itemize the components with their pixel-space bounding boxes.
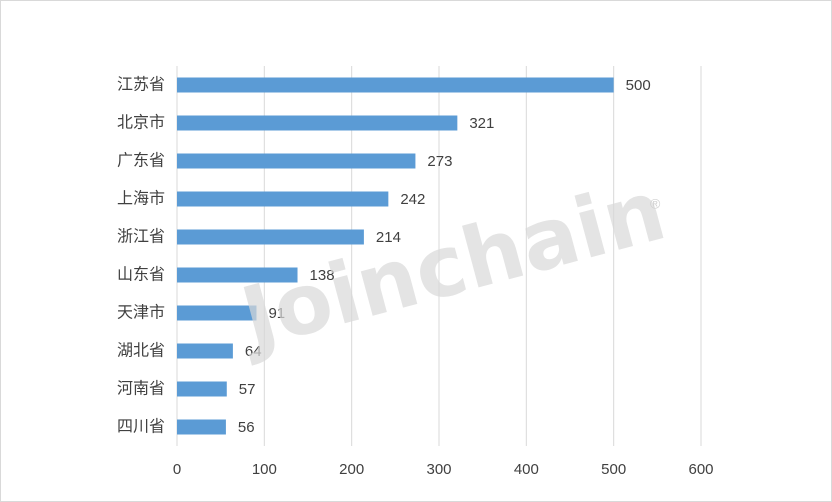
bar: [177, 229, 364, 245]
bar: [177, 191, 389, 207]
value-label: 64: [245, 343, 262, 360]
x-tick-label: 400: [514, 461, 539, 478]
x-tick-label: 300: [426, 461, 451, 478]
y-tick-label: 河南省: [117, 379, 165, 398]
bar: [177, 115, 458, 131]
y-tick-label: 广东省: [117, 151, 165, 170]
y-tick-label: 山东省: [117, 265, 165, 284]
x-tick-label: 200: [339, 461, 364, 478]
bar: [177, 419, 226, 435]
x-tick-label: 0: [173, 461, 181, 478]
bar: [177, 381, 227, 397]
y-tick-label: 浙江省: [117, 227, 165, 246]
value-label: 321: [469, 115, 494, 132]
y-tick-label: 湖北省: [117, 341, 165, 360]
y-tick-label: 北京市: [117, 113, 165, 132]
x-tick-label: 600: [688, 461, 713, 478]
bar: [177, 153, 416, 169]
value-label: 91: [268, 305, 285, 322]
y-tick-label: 江苏省: [117, 75, 165, 94]
bar: [177, 77, 614, 93]
y-tick-label: 四川省: [117, 417, 165, 436]
y-tick-label: 天津市: [117, 303, 165, 322]
bars: 江苏省 500 北京市 321 广东省 273 上海市 242 浙江省 214 山东省 138 天津市 9…: [117, 75, 651, 436]
x-tick-label: 100: [252, 461, 277, 478]
value-label: 500: [626, 77, 651, 94]
y-tick-label: 上海市: [117, 189, 165, 208]
value-label: 57: [239, 381, 256, 398]
value-label: 214: [376, 229, 401, 246]
bar: [177, 305, 257, 321]
value-label: 273: [427, 153, 452, 170]
bar: [177, 343, 233, 359]
x-tick-label: 500: [601, 461, 626, 478]
value-label: 138: [310, 267, 335, 284]
watermark-symbol: ®: [650, 196, 661, 212]
value-label: 56: [238, 419, 255, 436]
bar: [177, 267, 298, 283]
value-label: 242: [400, 191, 425, 208]
